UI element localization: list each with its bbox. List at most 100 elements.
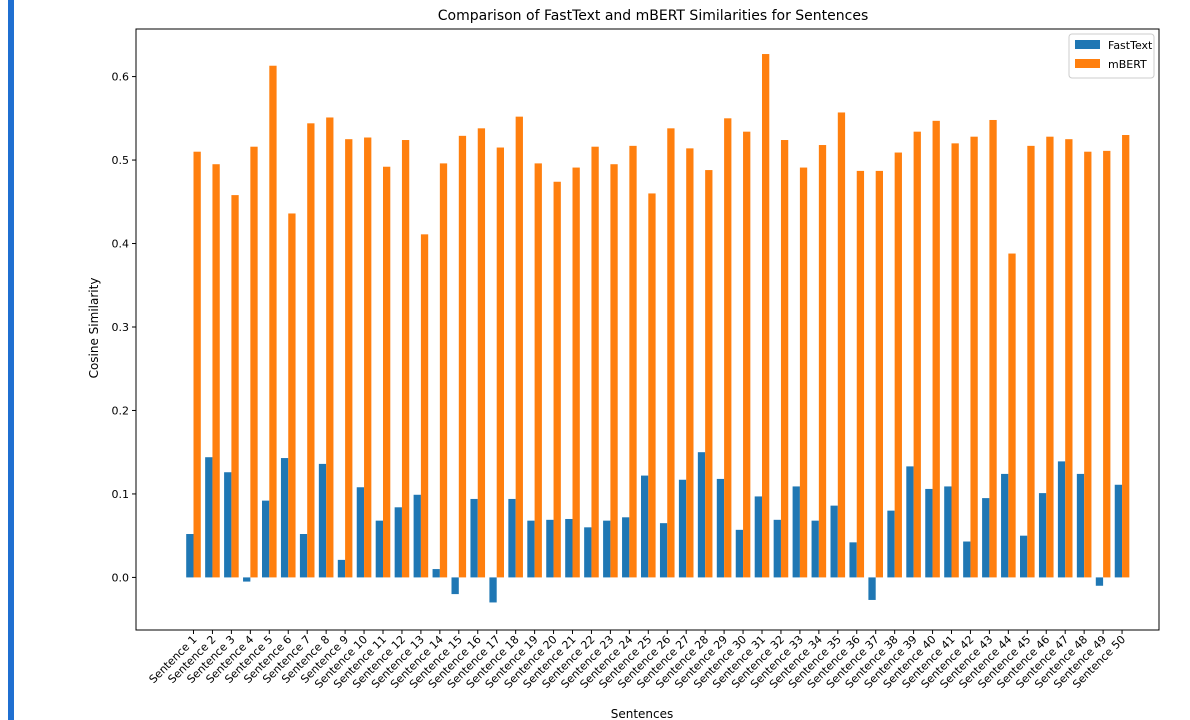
fasttext-bar-34	[811, 520, 819, 578]
fasttext-bar-41	[944, 486, 952, 578]
mbert-bar-17	[496, 147, 504, 578]
fasttext-bar-30	[735, 529, 744, 578]
mbert-bar-19	[534, 163, 542, 578]
mbert-bar-30	[743, 131, 751, 578]
fasttext-bar-27	[678, 479, 687, 578]
fasttext-bar-6	[280, 458, 289, 578]
fasttext-bar-33	[792, 486, 800, 578]
mbert-bar-28	[705, 170, 713, 578]
mbert-bar-37	[875, 170, 883, 578]
fasttext-bar-37	[868, 577, 876, 600]
mbert-bar-10	[364, 137, 372, 578]
mbert-bar-34	[818, 145, 827, 578]
fasttext-bar-46	[1038, 493, 1047, 578]
mbert-bar-13	[420, 234, 429, 578]
y-tick-label: 0.0	[112, 571, 130, 584]
fasttext-bar-22	[584, 527, 592, 578]
chart-legend: FastText mBERT	[1068, 33, 1155, 79]
mbert-bar-1	[193, 151, 201, 578]
fasttext-bar-24	[622, 517, 630, 578]
legend-label: FastText	[1108, 39, 1153, 52]
mbert-bar-27	[686, 148, 694, 578]
mbert-bar-45	[1027, 145, 1035, 578]
mbert-bar-3	[231, 195, 239, 578]
mbert-bar-26	[667, 128, 675, 578]
mbert-bar-24	[629, 145, 637, 578]
mbert-bar-40	[932, 120, 940, 578]
mbert-bar-14	[439, 163, 448, 578]
fasttext-bar-32	[773, 519, 781, 578]
fasttext-bar-16	[470, 498, 478, 578]
mbert-bar-36	[856, 170, 865, 578]
mbert-bar-11	[383, 166, 391, 578]
mbert-bar-21	[572, 167, 580, 578]
mbert-bar-9	[345, 139, 353, 578]
fasttext-bar-50	[1114, 484, 1123, 578]
mbert-bar-50	[1122, 135, 1130, 578]
y-tick-label: 0.1	[112, 488, 130, 501]
mbert-bar-16	[477, 128, 486, 578]
fasttext-bar-2	[205, 457, 213, 578]
fasttext-bar-8	[318, 463, 327, 578]
mbert-bar-41	[951, 143, 959, 578]
mbert-bar-48	[1084, 151, 1092, 578]
mbert-bar-4	[250, 146, 258, 578]
fasttext-bar-29	[716, 478, 725, 578]
y-axis: 0.0 0.1 0.2 0.3 0.4 0.5 0.6	[112, 71, 136, 584]
fasttext-bar-25	[641, 475, 649, 578]
mbert-bar-15	[458, 135, 467, 578]
mbert-bar-23	[610, 164, 618, 578]
fasttext-bar-36	[849, 542, 857, 578]
chart-title: Comparison of FastText and mBERT Similar…	[438, 8, 869, 24]
left-accent-stripe	[8, 0, 14, 720]
legend-swatch	[1075, 59, 1100, 68]
fasttext-bar-23	[603, 520, 611, 578]
left-accent-bar	[0, 0, 16, 720]
fasttext-bar-35	[830, 505, 838, 578]
mbert-bar-46	[1046, 136, 1054, 578]
fasttext-bar-13	[413, 494, 421, 578]
fasttext-bar-12	[394, 507, 402, 578]
fasttext-bar-26	[659, 523, 668, 578]
mbert-bar-25	[648, 193, 656, 578]
fasttext-bar-45	[1020, 535, 1028, 578]
y-axis-label: Cosine Similarity	[87, 278, 101, 379]
mbert-bar-29	[724, 118, 732, 578]
fasttext-bar-7	[299, 534, 308, 578]
fasttext-bar-43	[982, 498, 990, 578]
y-tick-label: 0.5	[112, 154, 130, 167]
legend-swatch	[1075, 40, 1100, 49]
fasttext-bar-4	[243, 577, 251, 582]
fasttext-bar-3	[224, 472, 232, 578]
mbert-bar-2	[212, 164, 220, 578]
plot-frame	[135, 28, 1160, 631]
fasttext-bar-49	[1095, 577, 1104, 586]
fasttext-bar-48	[1076, 473, 1085, 578]
mbert-bar-35	[837, 112, 846, 578]
x-axis-label: Sentences	[611, 707, 674, 720]
fasttext-bar-1	[186, 534, 194, 578]
fasttext-bar-11	[375, 520, 383, 578]
y-tick-label: 0.6	[112, 71, 130, 84]
fasttext-bar-18	[508, 498, 516, 578]
fasttext-bar-10	[356, 487, 365, 578]
fasttext-bar-44	[1001, 473, 1009, 578]
mbert-bar-6	[288, 213, 296, 578]
y-tick-label: 0.2	[112, 404, 130, 417]
fasttext-bar-31	[754, 496, 762, 578]
mbert-bar-47	[1065, 139, 1073, 578]
fasttext-bar-17	[489, 577, 497, 603]
mbert-bar-49	[1103, 150, 1111, 578]
fasttext-bar-5	[262, 500, 270, 578]
mbert-bar-44	[1008, 253, 1016, 578]
fasttext-bar-9	[337, 559, 346, 578]
mbert-bar-22	[591, 146, 599, 578]
mbert-bar-39	[913, 131, 921, 578]
mbert-bar-8	[326, 117, 334, 578]
mbert-bar-42	[970, 136, 978, 578]
mbert-bar-33	[799, 167, 808, 578]
y-tick-label: 0.3	[112, 321, 130, 334]
fasttext-bar-19	[527, 520, 535, 578]
